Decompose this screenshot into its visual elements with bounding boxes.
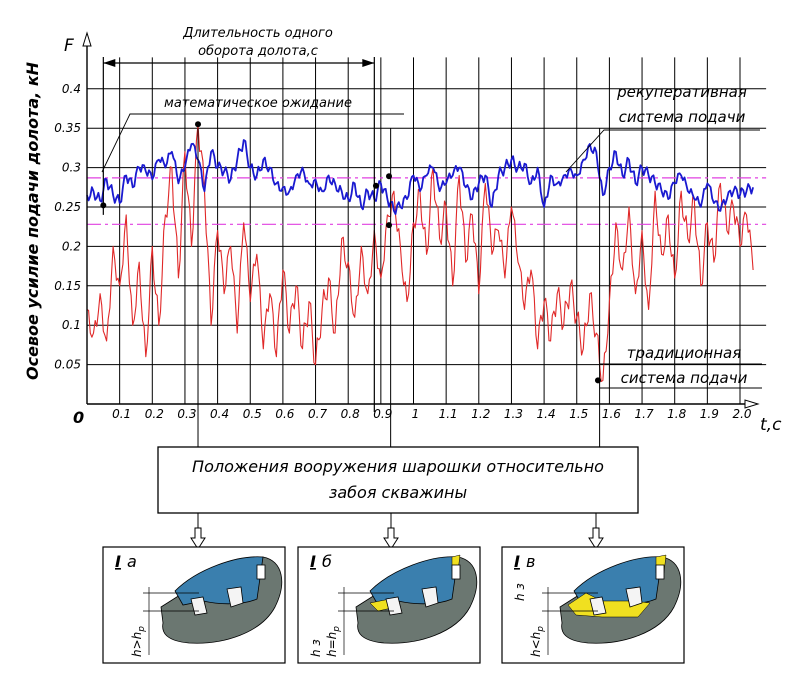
recup-leader: [565, 129, 760, 173]
tooth-1-0: [190, 596, 208, 616]
panel-dim1-1: h=hр: [325, 626, 342, 657]
x-tick-label-17: 1.8: [667, 407, 686, 421]
x-tick-label-6: 0.7: [308, 407, 327, 421]
y-tick-label-0: 0.05: [54, 358, 81, 372]
x-tick-label-3: 0.4: [210, 407, 229, 421]
duration-arrowhead-right: [362, 59, 375, 67]
panel-arrow-head-0: [190, 527, 206, 550]
tooth-1-2: [589, 596, 607, 616]
x-tick-label-11: 1.2: [471, 407, 490, 421]
x-tick-label-5: 0.6: [275, 407, 294, 421]
y-tick-label-3: 0.2: [62, 239, 81, 253]
positions-line1: Положения вооружения шарошки относительн…: [192, 457, 604, 476]
duration-label-line2: оборота долота,с: [198, 44, 318, 59]
drop-lines: [197, 128, 601, 447]
y-axis-arrow: [82, 31, 92, 47]
x-axis-title: t,c: [760, 415, 782, 435]
duration-label-line1: Длительность одного: [182, 26, 333, 41]
tooth-2-1: [421, 586, 439, 608]
panel-dim1-0: h>hр: [130, 626, 147, 657]
panel-dim2-1: h з: [309, 639, 323, 657]
x-tick-label-7: 0.8: [341, 407, 360, 421]
chart-series: [86, 123, 754, 383]
recuperative-series-line: [86, 139, 754, 216]
x-tick-label-18: 1.9: [700, 407, 719, 421]
duration-arrowhead-left: [103, 59, 116, 67]
x-tick-label-2: 0.3: [177, 407, 196, 421]
y-tick-label-4: 0.25: [54, 200, 81, 214]
callout-dot-0: [100, 202, 107, 209]
y-tick-label-2: 0.15: [54, 279, 81, 293]
expectation-label: математическое ожидание: [164, 96, 352, 111]
expectation-leader: [101, 113, 404, 173]
panel-dim2-2: h з: [513, 583, 527, 601]
tooth-2-0: [226, 586, 244, 608]
panel-arrow-head-2: [588, 527, 604, 550]
y-tick-label-1: 0.1: [62, 318, 81, 332]
panel-arrows: [190, 513, 604, 550]
tooth-3-0: [256, 564, 266, 580]
y-axis-title: Осевое усилие подачи долота, кН: [23, 61, 42, 380]
x-tick-label-12: 1.3: [504, 407, 523, 421]
x-tick-label-0: 0.1: [112, 407, 131, 421]
y-tick-label-6: 0.35: [54, 121, 81, 135]
tick-labels: 0.1 0.2 0.3 0.4 0.5 0.6 0.7 0.8 0.9 1 1.1 1.2 1.3 1.4…: [54, 82, 752, 421]
tooth-2-2: [625, 586, 643, 608]
traditional-series-line: [86, 123, 754, 383]
positions-line2: забоя скважины: [329, 483, 467, 502]
callout-dot-1: [195, 121, 202, 128]
recup-label-line2: система подачи: [619, 108, 746, 126]
y-tick-label-7: 0.4: [62, 82, 81, 96]
x-tick-label-15: 1.6: [602, 407, 621, 421]
x-tick-label-13: 1.4: [537, 407, 556, 421]
panel-dim1-2: h<hр: [529, 626, 546, 657]
x-tick-label-19: 2.0: [732, 407, 751, 421]
callout-dot-2: [372, 182, 379, 189]
x-tick-label-10: 1.1: [439, 407, 458, 421]
x-tick-label-14: 1.5: [569, 407, 588, 421]
x-axis-arrow: [744, 399, 760, 409]
x-tick-label-16: 1.7: [635, 407, 654, 421]
origin-label: 0: [73, 408, 84, 427]
x-tick-label-1: 0.2: [145, 407, 164, 421]
expectation-lines: [87, 177, 767, 225]
tooth-3-1: [451, 564, 461, 580]
panel-arrow-head-1: [383, 527, 399, 550]
annotations: Длительность одного оборота долота,с мат…: [100, 26, 762, 447]
trad-label-line2: система подачи: [621, 369, 748, 387]
recup-label-line1: рекуперативная: [616, 83, 747, 101]
tooth-3-2: [655, 564, 665, 580]
x-tick-label-4: 0.5: [243, 407, 262, 421]
y-tick-label-5: 0.3: [62, 161, 81, 175]
chart-grid: [87, 57, 767, 404]
tooth-1-1: [385, 596, 403, 616]
positions-box: [157, 446, 639, 514]
trad-label-line1: традиционная: [627, 344, 742, 362]
y-axis-letter: F: [64, 36, 74, 56]
x-tick-label-9: 1: [412, 407, 420, 421]
x-tick-label-8: 0.9: [373, 407, 392, 421]
